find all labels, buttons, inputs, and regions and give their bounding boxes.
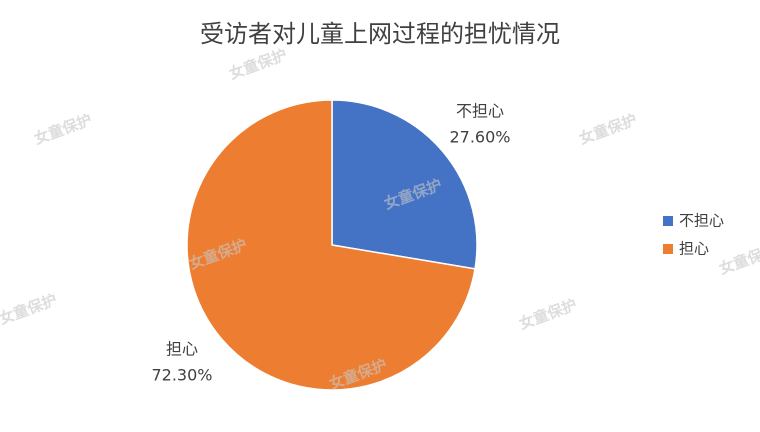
data-label-value: 27.60% <box>449 128 510 147</box>
pie-slice <box>186 99 476 391</box>
watermark: 女童保护 <box>227 46 290 83</box>
legend-label: 不担心 <box>679 212 724 230</box>
watermark: 女童保护 <box>717 241 760 278</box>
data-label-value: 72.30% <box>151 366 212 385</box>
data-label-name: 不担心 <box>456 102 504 121</box>
legend-swatch <box>663 216 673 226</box>
chart-title: 受访者对儿童上网过程的担忧情况 <box>200 20 560 48</box>
legend-swatch <box>663 244 673 254</box>
watermark: 女童保护 <box>0 291 59 328</box>
watermark: 女童保护 <box>517 296 580 333</box>
watermark: 女童保护 <box>32 111 95 148</box>
pie-slice <box>331 99 478 270</box>
data-label-name: 担心 <box>166 340 198 359</box>
watermark: 女童保护 <box>577 111 640 148</box>
legend-label: 担心 <box>679 240 709 258</box>
